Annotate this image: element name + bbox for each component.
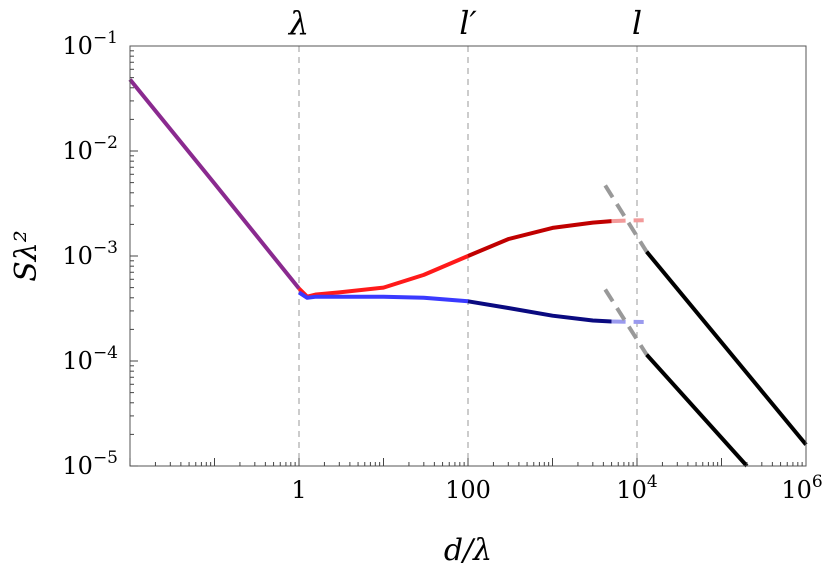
series-curve-8 [603,288,649,356]
series-layer [128,78,808,468]
reference-line-label-0: λ [287,4,309,42]
series-curve-7 [603,184,649,253]
series-curve-1 [297,254,469,299]
reference-line-label-1: l′ [459,4,477,42]
y-tick-label-4: 10−5 [62,448,118,480]
series-curve-6 [611,319,644,324]
series-curve-3 [611,218,644,224]
y-tick-label-3: 10−4 [62,343,118,375]
series-curve-2 [467,219,612,258]
labels: λ l′ l 1 100 104 106 10−1 10−2 10−3 10−4 10−5 [62,4,822,504]
series-curve-10 [645,353,749,468]
series-curve-0 [128,78,301,290]
series-curve-4 [297,290,469,304]
series-curve-9 [645,250,808,446]
y-tick-label-2: 10−3 [62,238,118,270]
y-axis-title: Sλ² [9,230,44,282]
reference-line-label-2: l [632,4,642,42]
series-curve-5 [467,299,612,324]
x-tick-label-2: 104 [616,472,657,504]
x-axis-title: d/λ [444,533,492,568]
ticks [129,50,803,467]
y-tick-label-1: 10−2 [62,133,118,165]
x-tick-label-0: 1 [291,476,306,504]
x-tick-label-3: 106 [781,472,822,504]
y-tick-label-0: 10−1 [62,28,118,60]
x-tick-label-1: 100 [445,476,491,504]
